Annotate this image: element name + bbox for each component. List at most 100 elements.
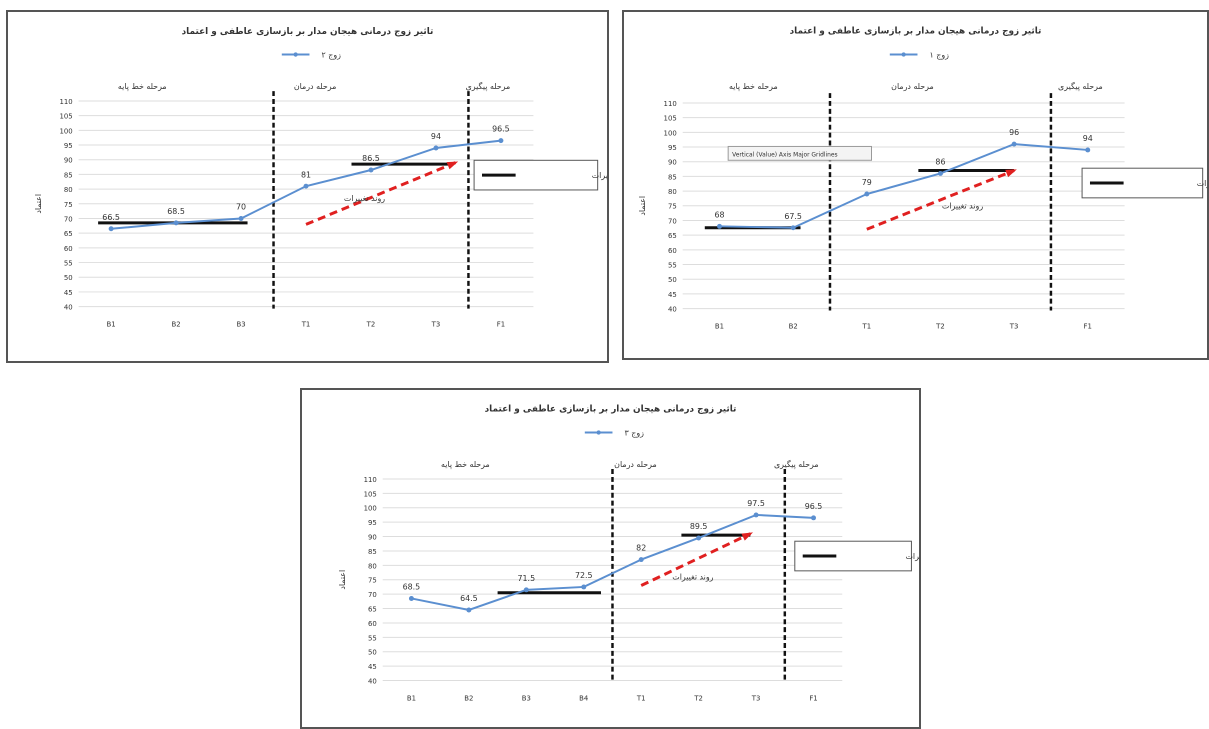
chart-svg: تاثیر زوج درمانی هیجان مدار بر بازسازی ع…	[34, 27, 607, 329]
x-tick-label: F1	[1084, 322, 1092, 330]
y-tick-label: 110	[60, 98, 73, 106]
series-point	[717, 223, 722, 229]
data-label: 96.5	[805, 502, 823, 511]
phase-label: مرحله خط پایه	[729, 82, 778, 91]
trend-arrow-line	[305, 161, 457, 226]
y-tick-label: 95	[64, 142, 73, 150]
phase-label: مرحله خط پایه	[118, 82, 167, 91]
series-point	[108, 226, 114, 232]
x-tick-label: F1	[497, 320, 505, 328]
data-label: 96.5	[492, 125, 510, 134]
chart-panel-couple-1: تاثیر زوج درمانی هیجان مدار بر بازسازی ع…	[622, 10, 1209, 360]
series-point	[433, 145, 439, 151]
x-tick-label: T1	[862, 322, 872, 330]
x-tick-label: T2	[935, 322, 945, 330]
phase-label: مرحله درمان	[294, 82, 337, 91]
trend-arrow-line	[640, 532, 751, 587]
phase-label: مرحله خط پایه	[441, 460, 490, 469]
y-tick-label: 45	[668, 291, 677, 299]
y-tick-label: 100	[664, 129, 677, 137]
y-tick-label: 70	[64, 215, 73, 223]
y-tick-label: 65	[368, 606, 377, 614]
y-tick-label: 90	[668, 159, 677, 167]
x-tick-label: T1	[301, 320, 311, 328]
series-point	[408, 595, 414, 601]
chart-svg: تاثیر زوج درمانی هیجان مدار بر بازسازی ع…	[638, 27, 1207, 331]
series-point	[638, 557, 644, 563]
x-tick-label: B3	[522, 694, 531, 702]
y-tick-label: 75	[668, 203, 677, 211]
y-tick-label: 50	[668, 276, 677, 284]
data-label: 96	[1009, 128, 1019, 137]
series-point	[790, 225, 796, 231]
data-label: 86.5	[362, 154, 380, 163]
x-tick-label: B1	[107, 320, 116, 328]
y-tick-label: 50	[64, 274, 73, 282]
trend-arrow-head	[1005, 169, 1017, 178]
data-label: 82	[636, 544, 646, 553]
y-tick-label: 85	[668, 173, 677, 181]
x-tick-label: T3	[431, 320, 441, 328]
gridline-tooltip-text: Vertical (Value) Axis Major Gridlines	[732, 151, 838, 158]
y-axis-label: اعتماد	[638, 196, 647, 216]
legend-series-marker	[596, 430, 601, 435]
x-tick-label: B1	[715, 322, 724, 330]
chart-title: تاثیر زوج درمانی هیجان مدار بر بازسازی ع…	[485, 405, 737, 415]
y-tick-label: 55	[64, 260, 73, 268]
chart-title: تاثیر زوج درمانی هیجان مدار بر بازسازی ع…	[182, 27, 434, 37]
legend-mean-label: میانگین تغییرات	[1197, 178, 1207, 188]
y-tick-label: 40	[668, 306, 677, 314]
y-tick-label: 65	[64, 230, 73, 238]
data-label: 94	[1083, 134, 1093, 143]
y-tick-label: 95	[368, 519, 377, 527]
data-label: 72.5	[575, 571, 593, 580]
phase-label: مرحله درمان	[891, 82, 934, 91]
data-label: 68.5	[403, 583, 421, 592]
x-tick-label: B1	[407, 694, 416, 702]
y-axis-label: اعتماد	[338, 570, 347, 590]
series-point	[696, 535, 702, 541]
legend-mean-label: میانگین تغییرات	[905, 551, 919, 561]
y-tick-label: 90	[368, 534, 377, 542]
series-point	[523, 587, 529, 593]
y-tick-label: 45	[64, 289, 73, 297]
y-tick-label: 50	[368, 649, 377, 657]
phase-label: مرحله درمان	[614, 460, 657, 469]
x-tick-label: B4	[579, 694, 588, 702]
data-label: 97.5	[747, 499, 765, 508]
y-tick-label: 75	[368, 577, 377, 585]
x-tick-label: B2	[172, 320, 181, 328]
series-point	[581, 584, 587, 590]
data-label: 89.5	[690, 522, 708, 531]
trend-label: روند تغییرات	[344, 194, 385, 203]
y-tick-label: 85	[368, 548, 377, 556]
y-tick-label: 60	[64, 245, 73, 253]
y-tick-label: 95	[668, 144, 677, 152]
series-point	[173, 220, 179, 226]
y-tick-label: 105	[664, 115, 677, 123]
y-tick-label: 85	[64, 171, 73, 179]
data-label: 70	[236, 203, 246, 212]
series-point	[937, 170, 943, 176]
series-point	[238, 216, 244, 221]
y-tick-label: 55	[368, 634, 377, 642]
y-tick-label: 70	[668, 217, 677, 225]
chart-panel-couple-2: تاثیر زوج درمانی هیجان مدار بر بازسازی ع…	[6, 10, 609, 363]
y-tick-label: 55	[668, 261, 677, 269]
data-label: 66.5	[102, 213, 120, 222]
y-tick-label: 45	[368, 663, 377, 671]
trend-arrow-head	[741, 532, 754, 541]
y-tick-label: 110	[364, 476, 377, 484]
chart-title: تاثیر زوج درمانی هیجان مدار بر بازسازی ع…	[790, 27, 1042, 37]
y-tick-label: 110	[664, 100, 677, 108]
x-tick-label: F1	[809, 694, 817, 702]
series-point	[466, 607, 472, 613]
x-tick-label: B3	[236, 320, 245, 328]
y-tick-label: 100	[60, 127, 73, 135]
y-tick-label: 90	[64, 157, 73, 165]
data-label: 79	[862, 178, 872, 187]
series-point	[498, 138, 504, 144]
legend-series-label: زوج ۳	[624, 428, 644, 437]
legend-series-marker	[901, 52, 906, 57]
y-tick-label: 65	[668, 232, 677, 240]
